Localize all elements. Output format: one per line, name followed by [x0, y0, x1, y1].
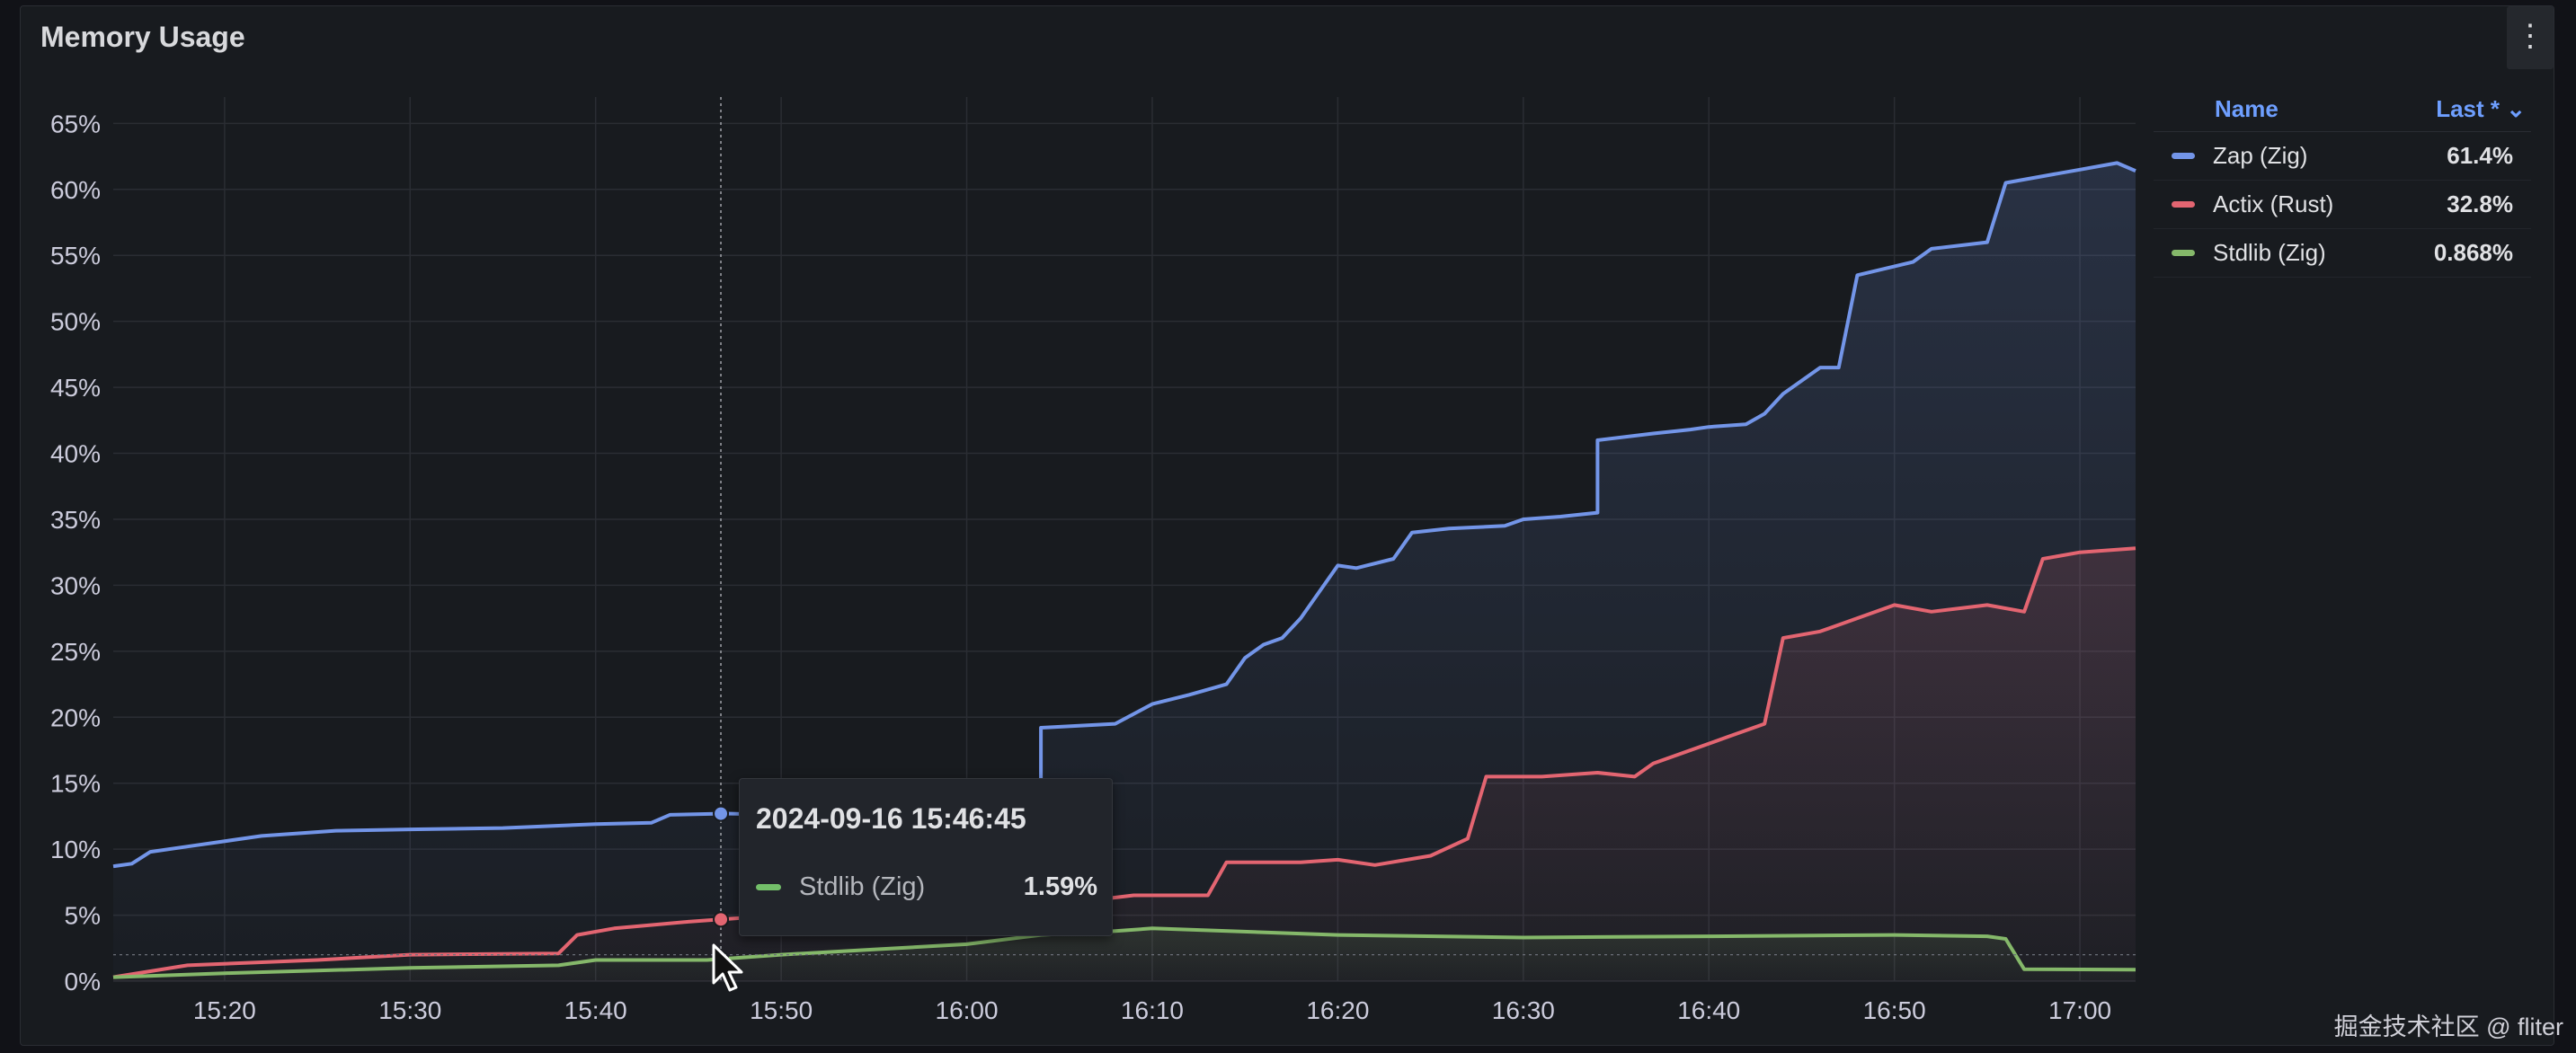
hover-point	[713, 911, 730, 928]
legend-last-header[interactable]: Last * ⌄	[2436, 94, 2526, 122]
series-line-zap	[112, 161, 2136, 869]
y-tick-label: 15%	[50, 770, 101, 798]
tooltip-value: 1.59%	[1023, 872, 1097, 901]
x-tick-label: 15:20	[193, 996, 256, 1024]
y-tick-label: 60%	[50, 176, 101, 204]
x-tick-label: 16:30	[1492, 996, 1555, 1024]
x-tick-label: 16:10	[1121, 996, 1184, 1024]
y-tick-label: 10%	[50, 836, 101, 863]
legend-item-value: 32.8%	[2447, 190, 2513, 217]
series-area	[113, 928, 2136, 981]
panel-title: Memory Usage	[40, 21, 245, 53]
x-tick-label: 15:30	[378, 996, 441, 1024]
legend-item-name: Zap (Zig)	[2213, 142, 2308, 169]
y-tick-label: 5%	[65, 902, 101, 930]
legend-item-actix[interactable]: Actix (Rust) 32.8%	[2154, 181, 2531, 229]
y-tick-label: 40%	[50, 440, 101, 468]
y-tick-label: 0%	[65, 968, 101, 995]
y-tick-label: 25%	[50, 638, 101, 666]
hover-point	[713, 805, 730, 822]
legend-table: Name Last * ⌄ Zap (Zig) 61.4% Actix (Rus…	[2154, 86, 2531, 278]
y-tick-label: 65%	[50, 110, 101, 137]
tooltip-series-name: Stdlib (Zig)	[799, 872, 926, 901]
y-tick-label: 50%	[50, 308, 101, 336]
x-tick-label: 16:00	[936, 996, 999, 1024]
x-tick-label: 16:40	[1677, 996, 1740, 1024]
legend-item-stdlib[interactable]: Stdlib (Zig) 0.868%	[2154, 229, 2531, 278]
x-tick-label: 17:00	[2048, 996, 2111, 1024]
legend-item-zap[interactable]: Zap (Zig) 61.4%	[2154, 132, 2531, 181]
chart-areas	[113, 163, 2136, 981]
legend-swatch	[2172, 250, 2195, 256]
tooltip-row: Stdlib (Zig) 1.59%	[756, 872, 1097, 902]
chart-axes: 0% 5% 10% 15% 20% 25% 30% 35% 40% 45% 50% 55% 60% 65%…	[50, 110, 2111, 1024]
legend-item-value: 0.868%	[2433, 239, 2513, 266]
series-line-actix	[112, 546, 2136, 979]
hover-tooltip: 2024-09-16 15:46:45 Stdlib (Zig) 1.59%	[739, 778, 1113, 936]
tooltip-swatch	[756, 884, 781, 890]
x-tick-label: 16:50	[1863, 996, 1926, 1024]
x-tick-label: 15:40	[564, 996, 627, 1024]
watermark: 掘金技术社区 @ fliter	[2333, 1013, 2563, 1040]
legend-item-name: Actix (Rust)	[2213, 190, 2334, 217]
panel-menu-icon[interactable]: ⋮	[2507, 6, 2554, 69]
x-tick-label: 15:50	[750, 996, 813, 1024]
x-tick-label: 16:20	[1306, 996, 1369, 1024]
y-tick-label: 30%	[50, 571, 101, 599]
y-tick-label: 35%	[50, 506, 101, 534]
y-tick-label: 55%	[50, 242, 101, 270]
legend-name-header[interactable]: Name	[2215, 94, 2278, 122]
legend-item-value: 61.4%	[2447, 142, 2513, 169]
mouse-cursor-icon	[712, 943, 743, 992]
tooltip-time: 2024-09-16 15:46:45	[756, 802, 1026, 835]
y-tick-label: 20%	[50, 703, 101, 731]
y-tick-label: 45%	[50, 374, 101, 402]
legend-swatch	[2172, 201, 2195, 208]
legend-swatch	[2172, 153, 2195, 159]
legend-item-name: Stdlib (Zig)	[2213, 239, 2326, 266]
series-area	[113, 548, 2136, 981]
legend-header: Name Last * ⌄	[2154, 86, 2531, 132]
